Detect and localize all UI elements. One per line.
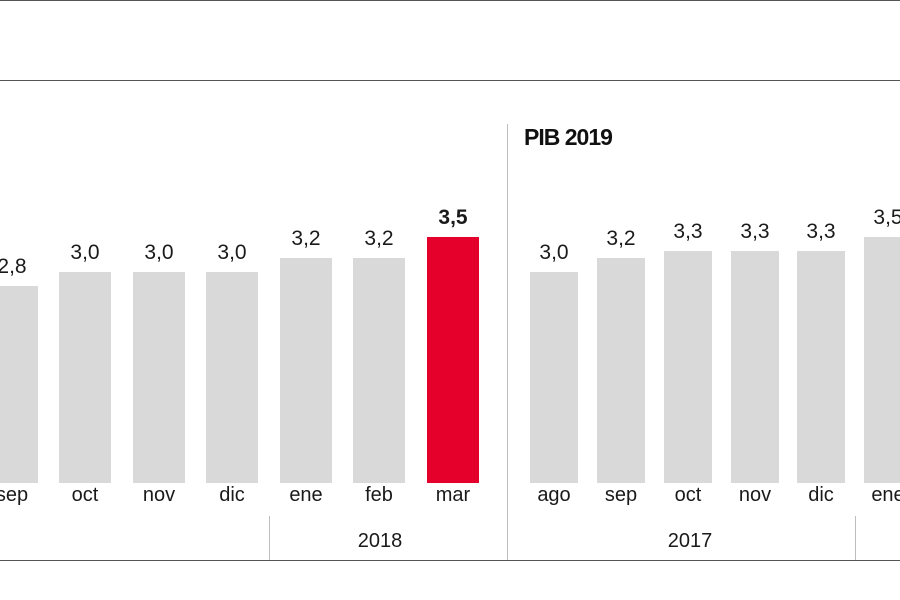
value-label-sep: 3,2 xyxy=(606,227,636,251)
value-label-sep: 2,8 xyxy=(0,255,27,279)
category-label-sep: sep xyxy=(604,484,638,506)
category-label-feb: feb xyxy=(365,484,393,506)
category-label-oct: oct xyxy=(71,484,99,506)
category-label-mar: mar xyxy=(435,484,471,506)
bar-dic xyxy=(206,272,258,483)
bar-feb xyxy=(353,258,405,483)
category-label-ago: ago xyxy=(537,484,571,506)
category-label-sep: sep xyxy=(0,484,29,506)
header-rule xyxy=(0,80,900,81)
year-label-2017: 2017 xyxy=(667,530,713,552)
value-label-nov: 3,3 xyxy=(740,220,770,243)
top-rule xyxy=(0,0,900,1)
category-label-ene: ene xyxy=(871,484,900,506)
bar-ene xyxy=(864,236,900,483)
category-label-nov: nov xyxy=(738,484,772,506)
panel-divider xyxy=(507,124,508,560)
value-label-dic: 3,0 xyxy=(217,241,247,265)
value-label-oct: 3,0 xyxy=(70,241,100,265)
value-label-ene: 3,2 xyxy=(291,227,321,251)
category-label-oct: oct xyxy=(674,484,702,506)
bar-nov xyxy=(731,251,779,483)
bar-oct xyxy=(664,251,712,483)
bar-ago xyxy=(530,272,578,483)
bar-dic xyxy=(797,251,845,483)
bar-oct xyxy=(59,272,111,483)
panel-title-pib-2019: PIB 2019 xyxy=(524,124,613,150)
category-label-ene: ene xyxy=(289,484,323,506)
value-label-nov: 3,0 xyxy=(144,241,174,265)
value-label-oct: 3,3 xyxy=(673,220,703,243)
bar-ene xyxy=(280,258,332,483)
value-label-ene: 3,5 xyxy=(873,205,900,229)
category-label-dic: dic xyxy=(808,484,834,506)
year-divider-left xyxy=(269,516,270,560)
bar-nov xyxy=(133,272,185,483)
value-label-mar: 3,5 xyxy=(438,205,468,229)
value-label-ago: 3,0 xyxy=(539,241,569,265)
bottom-rule xyxy=(0,560,900,561)
value-label-feb: 3,2 xyxy=(364,227,394,251)
bar-sep xyxy=(597,258,645,483)
year-divider-right xyxy=(855,516,856,560)
bar-sep xyxy=(0,286,38,483)
category-label-dic: dic xyxy=(219,484,245,506)
category-label-nov: nov xyxy=(142,484,176,506)
bar-mar xyxy=(427,236,479,483)
value-label-dic: 3,3 xyxy=(806,220,836,243)
year-label-2018: 2018 xyxy=(357,530,403,552)
